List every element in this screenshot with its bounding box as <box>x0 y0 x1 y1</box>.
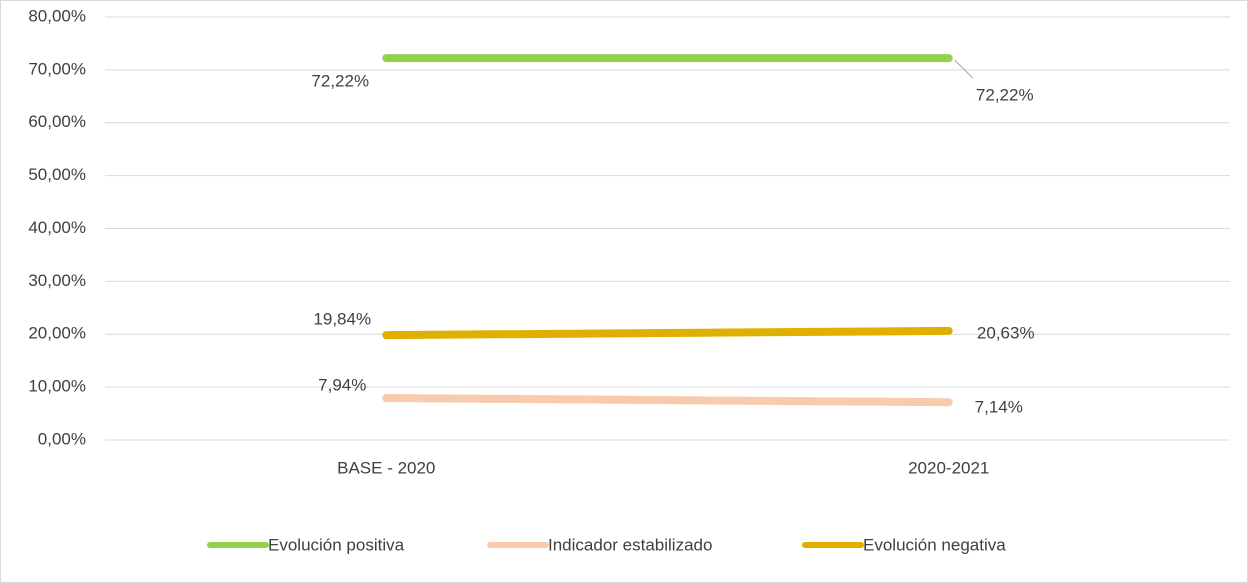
data-label: 7,14% <box>975 398 1023 417</box>
data-label: 7,94% <box>318 376 366 395</box>
y-tick-label: 80,00% <box>28 6 86 25</box>
legend-label: Evolución negativa <box>863 535 1006 554</box>
x-tick-label: BASE - 2020 <box>337 458 435 477</box>
data-label: 72,22% <box>976 86 1034 105</box>
legend-label: Evolución positiva <box>268 535 405 554</box>
y-tick-label: 50,00% <box>28 165 86 184</box>
data-label: 72,22% <box>311 72 369 91</box>
y-tick-label: 10,00% <box>28 377 86 396</box>
x-tick-label: 2020-2021 <box>908 458 989 477</box>
series-line <box>382 394 953 407</box>
leader-line <box>954 59 974 79</box>
y-tick-label: 60,00% <box>28 112 86 131</box>
legend-label: Indicador estabilizado <box>548 535 712 554</box>
y-tick-label: 0,00% <box>38 429 86 448</box>
series-line <box>382 326 953 340</box>
y-tick-label: 30,00% <box>28 271 86 290</box>
y-tick-label: 20,00% <box>28 324 86 343</box>
data-label: 19,84% <box>313 310 371 329</box>
y-tick-label: 40,00% <box>28 218 86 237</box>
y-tick-label: 70,00% <box>28 59 86 78</box>
data-label: 20,63% <box>977 323 1035 342</box>
